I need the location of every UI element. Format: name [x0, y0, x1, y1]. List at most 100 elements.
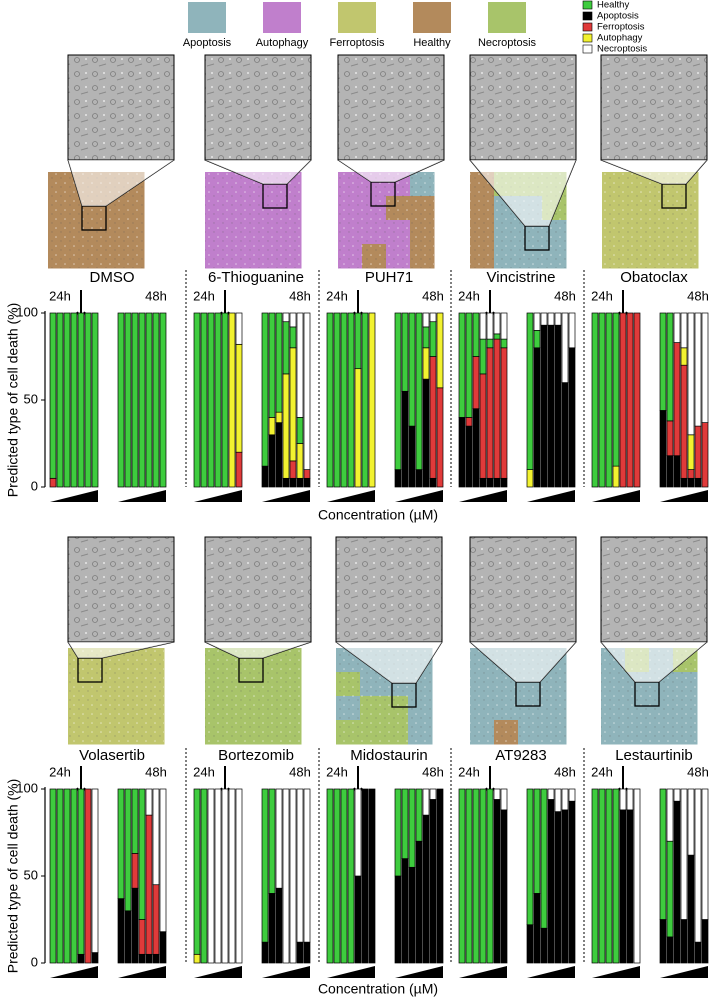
bar-segment [465, 312, 473, 418]
legend-label: Healthy [597, 0, 629, 11]
bar-segment [347, 312, 355, 488]
bar-segment [408, 425, 416, 488]
concentration-wedge [660, 966, 708, 978]
y-axis-label: Predicted type of cell death (%) [5, 779, 21, 974]
bar-segment [429, 799, 437, 964]
bar-segment [394, 875, 402, 964]
bar-segment [159, 312, 167, 488]
legend-swatch [582, 33, 593, 43]
bar-segment [275, 887, 283, 964]
bar-segment [561, 312, 569, 383]
map-legend-swatch [338, 2, 376, 33]
bar-segment [666, 312, 674, 422]
legend-swatch [582, 11, 593, 21]
bar-segment [568, 788, 576, 802]
bar-segment [486, 312, 494, 340]
concentration-wedge [592, 490, 640, 502]
bar-segment [429, 356, 437, 479]
bar-segment [408, 788, 416, 868]
bar-segment [289, 312, 297, 328]
map-texture [205, 648, 301, 744]
bar-segment [282, 477, 290, 488]
bar-segment [303, 312, 311, 470]
bar-segment [479, 477, 487, 488]
bar-segment [626, 809, 634, 964]
bar-segment [296, 417, 304, 444]
y-tick-label: 50 [24, 391, 38, 406]
panel-title: Obatoclax [620, 269, 688, 286]
bar-segment [526, 312, 534, 470]
map-legend-label: Ferroptosis [329, 37, 385, 49]
bar-segment [493, 338, 501, 479]
bar-segment [591, 312, 599, 488]
micrograph [469, 54, 577, 161]
bar-segment [526, 924, 534, 964]
zoom-fan [68, 160, 174, 206]
bar-segment [138, 919, 146, 955]
bar-segment [694, 941, 702, 964]
bar-segment [340, 788, 348, 964]
micrograph [204, 536, 312, 643]
bar-segment [500, 809, 508, 964]
concentration-wedge [262, 966, 310, 978]
bar-segment [666, 840, 674, 938]
bar-segment [193, 953, 201, 964]
bar-segment [436, 387, 444, 488]
bar-segment [56, 312, 64, 488]
bar-segment [49, 477, 57, 488]
bar-segment [659, 312, 667, 411]
time-label: 48h [422, 288, 444, 303]
bar-segment [275, 411, 283, 423]
bar-segment [533, 330, 541, 349]
bar-segment [619, 788, 627, 811]
bar-segment [152, 953, 160, 964]
bar-segment [666, 455, 674, 488]
time-label: 48h [289, 288, 311, 303]
bar-segment [77, 312, 85, 488]
bar-segment [221, 788, 229, 964]
bar-segment [619, 809, 627, 964]
time-label: 24h [591, 764, 613, 779]
bar-segment [296, 312, 304, 418]
bar-segment [221, 312, 229, 488]
y-tick-label: 0 [31, 478, 38, 493]
bar-segment [486, 788, 494, 964]
bar-segment [268, 434, 276, 488]
bar-segment [694, 477, 702, 488]
micrograph [600, 54, 708, 161]
bar-segment [687, 854, 695, 964]
micrograph [67, 536, 175, 643]
micrograph [335, 536, 443, 643]
bar-segment [493, 312, 501, 335]
bar-segment [131, 788, 139, 854]
micrograph [67, 54, 175, 161]
bar-segment [500, 347, 508, 479]
micrograph [469, 536, 577, 643]
panel-title: Midostaurin [350, 747, 428, 764]
concentration-wedge [118, 966, 166, 978]
y-tick-label: 50 [24, 867, 38, 882]
bar-segment [326, 312, 334, 488]
bar-segment [659, 788, 667, 920]
bar-segment [235, 312, 243, 345]
bar-segment [694, 425, 702, 479]
bar-segment [347, 788, 355, 964]
map-texture [68, 648, 164, 744]
bar-segment [533, 788, 541, 894]
x-axis-label: Concentration (µM) [318, 507, 438, 523]
bar-segment [49, 312, 57, 479]
bar-segment [368, 312, 376, 488]
bar-segment [472, 788, 480, 964]
bar-segment [422, 312, 430, 328]
bar-segment [598, 312, 606, 488]
bar-segment [429, 477, 437, 488]
bar-segment [500, 338, 508, 349]
bar-segment [354, 312, 362, 370]
bar-segment [422, 788, 430, 816]
panel-title: AT9283 [495, 747, 546, 764]
bar-segment [612, 465, 620, 488]
legend-label: Necroptosis [597, 44, 647, 55]
bar-segment [145, 312, 153, 488]
concentration-wedge [327, 490, 375, 502]
